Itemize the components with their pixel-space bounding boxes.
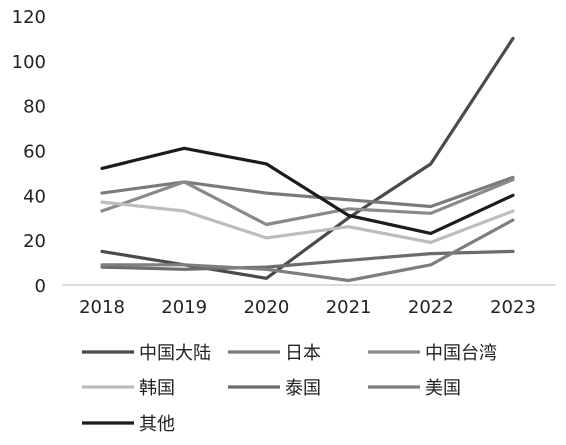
y-tick-label: 120 bbox=[12, 7, 46, 28]
axis-layer: 0 20 40 60 80 100 120 2018 2019 2020 2021 2022 2023 bbox=[12, 7, 556, 318]
legend-label: 日本 bbox=[285, 343, 321, 364]
y-tick-label: 0 bbox=[35, 276, 46, 297]
legend-label: 泰国 bbox=[285, 378, 321, 399]
y-tick-label: 100 bbox=[12, 52, 46, 73]
y-tick-label: 80 bbox=[23, 97, 46, 118]
series-line-3 bbox=[100, 178, 515, 227]
series-line-5 bbox=[100, 249, 515, 271]
x-tick-label: 2023 bbox=[490, 297, 536, 318]
legend-label: 韩国 bbox=[139, 378, 175, 399]
y-tick-label: 60 bbox=[23, 142, 46, 163]
x-tick-label: 2019 bbox=[161, 297, 207, 318]
legend-label: 其他 bbox=[139, 414, 175, 435]
legend-label: 中国大陆 bbox=[139, 343, 211, 364]
legend-label: 中国台湾 bbox=[425, 343, 497, 364]
series-line-1 bbox=[100, 36, 515, 280]
series-line-4 bbox=[100, 200, 515, 244]
x-tick-label: 2020 bbox=[243, 297, 289, 318]
legend-label: 美国 bbox=[425, 378, 461, 399]
x-tick-label: 2022 bbox=[408, 297, 454, 318]
y-tick-label: 40 bbox=[23, 186, 46, 207]
series-layer bbox=[100, 36, 515, 283]
series-line-2 bbox=[100, 175, 515, 209]
x-tick-label: 2021 bbox=[326, 297, 372, 318]
x-tick-label: 2018 bbox=[79, 297, 125, 318]
y-tick-label: 20 bbox=[23, 231, 46, 252]
series-line-7 bbox=[100, 146, 515, 235]
series-line-6 bbox=[100, 218, 515, 283]
